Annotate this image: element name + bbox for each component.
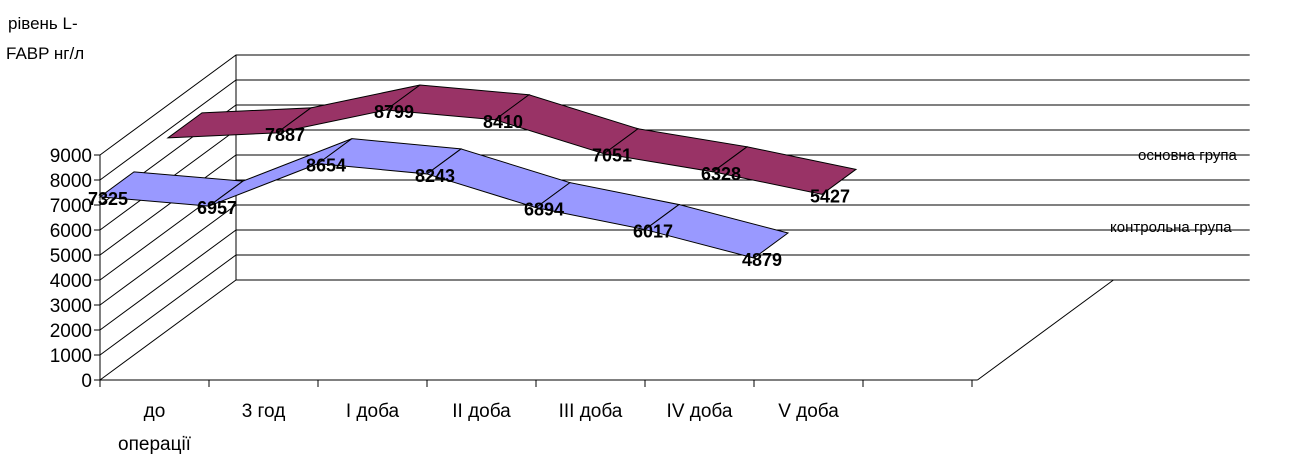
y-tick-label: 8000 <box>50 171 92 192</box>
series-main-data-label: 8799 <box>374 102 414 122</box>
series-control-data-label: 7325 <box>88 189 128 209</box>
gridline <box>99 279 1250 381</box>
series-main-data-label: 7051 <box>592 146 632 166</box>
y-axis-title-line-1: рівень L- <box>8 14 78 33</box>
labels: рівень L- FABP нг/л основна група контро… <box>6 14 1237 455</box>
y-tick-label: 4000 <box>50 271 92 292</box>
x-tick-label: V доба <box>778 401 839 422</box>
floor-right-edge <box>977 279 1114 381</box>
series-control-data-label: 8243 <box>415 166 455 186</box>
series-main-data-label: 8410 <box>483 112 523 132</box>
x-tick-label: II доба <box>452 401 511 422</box>
surfaces <box>98 84 858 259</box>
y-tick-label: 6000 <box>50 221 92 242</box>
gridline <box>99 254 1250 356</box>
series-control-data-label: 6894 <box>524 200 564 220</box>
y-tick-label: 3000 <box>50 296 92 317</box>
series-main-data-label: 7887 <box>265 125 305 145</box>
x-tick-label: III доба <box>559 401 623 422</box>
y-tick-label: 1000 <box>50 346 92 367</box>
series-main-data-label: 5427 <box>810 186 850 206</box>
series-control-data-label: 6017 <box>633 222 673 242</box>
x-tick-label: до <box>144 401 166 422</box>
series-control-data-label: 8654 <box>306 156 346 176</box>
series-main-segment <box>711 146 858 195</box>
y-tick-label: 0 <box>81 371 92 392</box>
x-tick-label: 3 год <box>242 401 286 422</box>
y-tick-label: 2000 <box>50 321 92 342</box>
axes <box>94 154 1114 387</box>
x-tick-label: операції <box>118 434 192 455</box>
legend-series-control: контрольна група <box>1110 219 1232 236</box>
x-tick-label: IV доба <box>667 401 733 422</box>
series-main-data-label: 6328 <box>701 164 741 184</box>
x-tick-label: I доба <box>346 401 400 422</box>
y-axis-title-line-2: FABP нг/л <box>6 44 84 63</box>
series-control-data-label: 6957 <box>197 198 237 218</box>
legend-series-main: основна група <box>1138 147 1237 164</box>
y-tick-label: 5000 <box>50 246 92 267</box>
series-control-data-label: 4879 <box>742 250 782 270</box>
y-tick-label: 9000 <box>50 146 92 167</box>
series-control-segment <box>643 204 790 259</box>
y-tick-label: 7000 <box>50 196 92 217</box>
